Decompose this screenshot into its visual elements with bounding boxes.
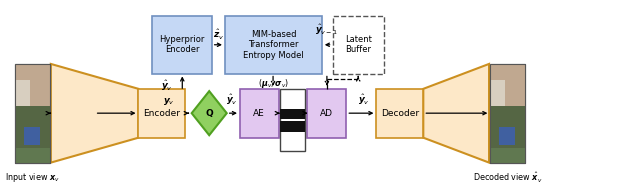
FancyBboxPatch shape (307, 89, 346, 138)
FancyBboxPatch shape (240, 89, 278, 138)
Text: $\hat{\boldsymbol{y}}_v$: $\hat{\boldsymbol{y}}_v$ (227, 93, 238, 108)
FancyBboxPatch shape (333, 16, 384, 74)
FancyBboxPatch shape (490, 64, 525, 108)
Text: Q: Q (205, 109, 213, 118)
Text: Encoder: Encoder (143, 109, 180, 118)
FancyBboxPatch shape (24, 127, 40, 145)
Text: Hyperprior
Encoder: Hyperprior Encoder (159, 35, 205, 54)
FancyBboxPatch shape (15, 148, 50, 163)
FancyBboxPatch shape (490, 148, 525, 163)
Text: $\boldsymbol{y}_v$: $\boldsymbol{y}_v$ (163, 96, 175, 108)
Text: AE: AE (253, 109, 265, 118)
FancyBboxPatch shape (138, 89, 186, 138)
Polygon shape (191, 91, 227, 135)
Text: Decoder: Decoder (381, 109, 419, 118)
Text: $(\boldsymbol{\mu}_v, \boldsymbol{\sigma}_v)$: $(\boldsymbol{\mu}_v, \boldsymbol{\sigma… (257, 77, 289, 90)
FancyBboxPatch shape (280, 109, 305, 119)
FancyBboxPatch shape (490, 64, 525, 163)
Text: MIM-based
Transformer
Entropy Model: MIM-based Transformer Entropy Model (243, 30, 304, 60)
Text: AD: AD (321, 109, 333, 118)
FancyBboxPatch shape (15, 64, 50, 163)
Text: $\hat{\boldsymbol{y}}_v$: $\hat{\boldsymbol{y}}_v$ (358, 93, 370, 108)
FancyBboxPatch shape (15, 64, 50, 108)
FancyBboxPatch shape (15, 106, 50, 148)
FancyBboxPatch shape (280, 121, 305, 132)
Text: Decoded view $\hat{\boldsymbol{x}}_v$: Decoded view $\hat{\boldsymbol{x}}_v$ (473, 171, 543, 185)
Text: $\hat{\boldsymbol{z}}_v$: $\hat{\boldsymbol{z}}_v$ (213, 28, 224, 42)
FancyBboxPatch shape (376, 89, 423, 138)
FancyBboxPatch shape (152, 16, 212, 74)
Polygon shape (423, 64, 489, 163)
Text: $\hat{\boldsymbol{y}}_{v-1}$: $\hat{\boldsymbol{y}}_{v-1}$ (315, 22, 338, 37)
FancyBboxPatch shape (225, 16, 322, 74)
FancyBboxPatch shape (490, 106, 525, 148)
FancyBboxPatch shape (490, 80, 505, 121)
FancyBboxPatch shape (499, 127, 515, 145)
Text: Latent
Buffer: Latent Buffer (345, 35, 372, 54)
FancyBboxPatch shape (15, 80, 30, 121)
Polygon shape (51, 64, 138, 163)
FancyBboxPatch shape (280, 89, 305, 151)
Text: Input view $\boldsymbol{x}_v$: Input view $\boldsymbol{x}_v$ (4, 171, 60, 185)
Text: $\hat{\boldsymbol{y}}_v$: $\hat{\boldsymbol{y}}_v$ (161, 79, 173, 93)
